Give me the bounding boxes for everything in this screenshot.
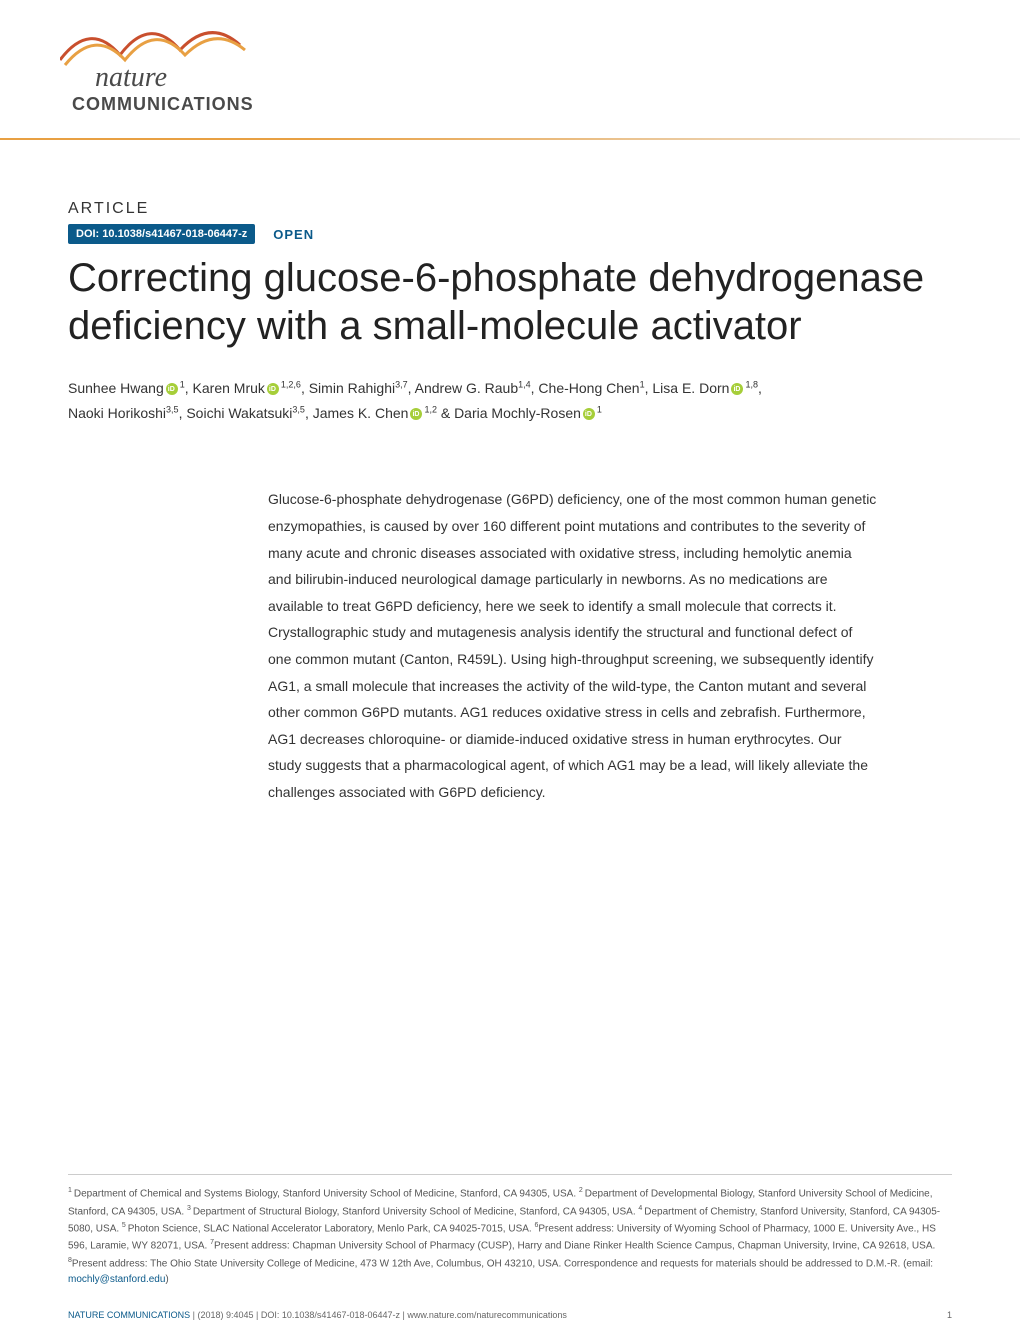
doi-badge: DOI: 10.1038/s41467-018-06447-z [68, 224, 255, 244]
footer-citation-text: | (2018) 9:4045 | DOI: 10.1038/s41467-01… [190, 1310, 567, 1320]
author: , Soichi Wakatsuki [179, 405, 293, 421]
author: , Che-Hong Chen [531, 380, 640, 396]
page-number: 1 [947, 1310, 952, 1320]
affil-sup: 1 [597, 405, 602, 415]
author: , Karen Mruk [185, 380, 265, 396]
banner-divider [0, 138, 1020, 140]
affil-text: Present address: Chapman University Scho… [214, 1241, 935, 1252]
journal-name: nature [95, 62, 167, 94]
author: , Simin Rahighi [301, 380, 395, 396]
affil-sup: 3,7 [395, 379, 408, 389]
article-type-label: ARTICLE [68, 200, 952, 218]
affil-sup: 1,4 [518, 379, 531, 389]
affil-text: ) [165, 1274, 168, 1285]
article-content: ARTICLE DOI: 10.1038/s41467-018-06447-z … [0, 140, 1020, 806]
article-title: Correcting glucose-6-phosphate dehydroge… [68, 254, 952, 350]
correspondence-email[interactable]: mochly@stanford.edu [68, 1274, 165, 1285]
affil-text: Department of Structural Biology, Stanfo… [193, 1206, 639, 1217]
author: , Andrew G. Raub [408, 380, 519, 396]
author: Sunhee Hwang [68, 380, 164, 396]
journal-banner: nature COMMUNICATIONS [0, 0, 1020, 140]
author: , James K. Chen [305, 405, 409, 421]
abstract-text: Glucose-6-phosphate dehydrogenase (G6PD)… [268, 486, 878, 805]
affil-text: Department of Chemical and Systems Biolo… [74, 1189, 579, 1200]
affil-text: Photon Science, SLAC National Accelerato… [128, 1223, 535, 1234]
journal-subname: COMMUNICATIONS [72, 94, 254, 115]
author: & Daria Mochly-Rosen [437, 405, 581, 421]
open-access-badge: OPEN [273, 227, 314, 242]
affil-sup: 1,2,6 [281, 379, 301, 389]
orcid-icon[interactable] [166, 383, 178, 395]
affil-sup: 3,5 [166, 405, 179, 415]
orcid-icon[interactable] [731, 383, 743, 395]
doi-row: DOI: 10.1038/s41467-018-06447-z OPEN [68, 224, 952, 244]
affiliations-block: 1 Department of Chemical and Systems Bio… [68, 1174, 952, 1288]
author-list: Sunhee Hwang 1 , Karen Mruk 1,2,6, Simin Ra… [68, 376, 952, 426]
author: Naoki Horikoshi [68, 405, 166, 421]
page-footer: NATURE COMMUNICATIONS | (2018) 9:4045 | … [68, 1310, 952, 1320]
affil-sup: 1,8 [745, 379, 758, 389]
footer-journal: NATURE COMMUNICATIONS [68, 1310, 190, 1320]
affil-text: Present address: The Ohio State Universi… [72, 1258, 933, 1269]
affil-sup: 1,2 [424, 405, 437, 415]
orcid-icon[interactable] [410, 408, 422, 420]
nature-wave-logo [60, 10, 260, 70]
orcid-icon[interactable] [583, 408, 595, 420]
author: , Lisa E. Dorn [645, 380, 730, 396]
affil-sup: 3,5 [292, 405, 305, 415]
footer-citation: NATURE COMMUNICATIONS | (2018) 9:4045 | … [68, 1310, 567, 1320]
orcid-icon[interactable] [267, 383, 279, 395]
